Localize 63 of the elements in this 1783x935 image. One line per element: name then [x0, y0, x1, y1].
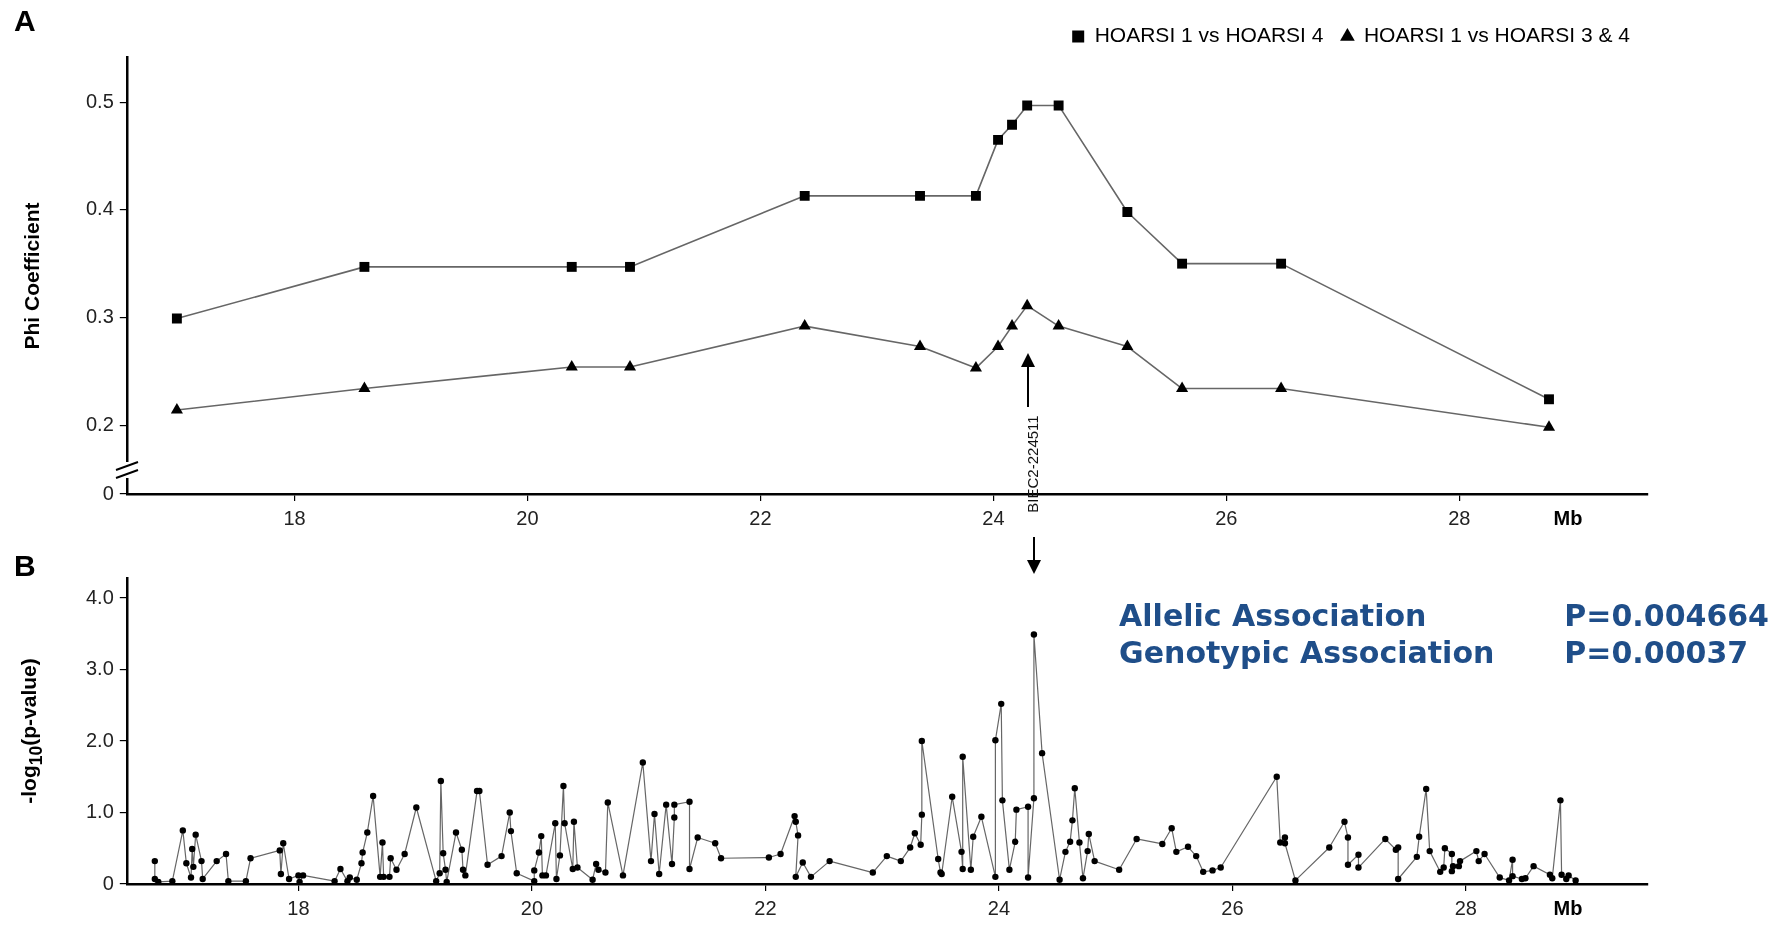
- point: [970, 190, 981, 201]
- annotation: P=0.004664: [1564, 598, 1769, 633]
- point: [1021, 298, 1034, 310]
- x-tick-label: 22: [749, 506, 772, 529]
- x-tick-label: 26: [1221, 896, 1244, 919]
- point: [565, 359, 578, 371]
- point: [799, 190, 810, 201]
- x-axis-title: Mb: [1553, 506, 1583, 529]
- x-tick-label: 28: [1454, 896, 1477, 919]
- annotation: P=0.00037: [1564, 635, 1750, 670]
- annotation: BIEC2-224511: [1024, 415, 1042, 513]
- y-tick-label: 0.2: [85, 412, 114, 435]
- x-tick-label: 24: [987, 896, 1011, 919]
- x-tick-label: 26: [1215, 506, 1238, 529]
- point: [1052, 319, 1065, 330]
- x-tick-label: 18: [283, 506, 306, 529]
- point: [1053, 100, 1064, 111]
- point: [1275, 381, 1288, 393]
- legend-label: HOARSI 1 vs HOARSI 3 & 4: [1363, 23, 1631, 47]
- x-tick-label: 24: [982, 506, 1005, 529]
- y-tick-label: 0.4: [85, 197, 114, 220]
- y-tick-label: 1.0: [85, 800, 114, 823]
- y-tick-label: 2.0: [85, 728, 114, 751]
- y-tick-label: 0: [102, 871, 114, 894]
- annotation: Genotypic Association: [1119, 635, 1495, 670]
- point: [993, 134, 1004, 145]
- point: [358, 381, 371, 393]
- y-tick-label: 3.0: [85, 657, 114, 680]
- point: [359, 261, 370, 272]
- point: [1007, 119, 1017, 130]
- y-tick-label: 4.0: [85, 585, 114, 608]
- y-axis-title: Phi Coefficient: [20, 201, 44, 350]
- y-tick-label: 0.3: [85, 304, 114, 327]
- legend-label: HOARSI 1 vs HOARSI 4: [1094, 23, 1324, 47]
- point: [170, 403, 183, 414]
- point: [1276, 258, 1287, 269]
- x-axis-title: Mb: [1553, 896, 1583, 919]
- point: [1022, 100, 1033, 111]
- x-tick-label: 20: [520, 896, 544, 919]
- point: [171, 313, 182, 324]
- x-tick-label: 20: [516, 506, 539, 529]
- y-tick-label: 0: [102, 481, 114, 504]
- point: [913, 339, 927, 351]
- point: [566, 261, 577, 272]
- point: [991, 339, 1005, 351]
- point: [1542, 420, 1556, 431]
- annotation: Allelic Association: [1119, 598, 1428, 633]
- point: [969, 361, 982, 372]
- x-tick-label: 22: [754, 896, 777, 919]
- point: [1544, 394, 1554, 405]
- point: [798, 319, 811, 330]
- point: [915, 190, 925, 201]
- x-tick-label: 18: [287, 896, 310, 919]
- point: [1177, 258, 1188, 269]
- point: [1122, 207, 1133, 217]
- point: [1121, 339, 1134, 351]
- point: [625, 261, 635, 272]
- point: [1005, 319, 1019, 330]
- x-tick-label: 28: [1448, 506, 1471, 529]
- point: [1176, 381, 1189, 393]
- chart-title: B: [14, 549, 36, 583]
- chart-title: A: [14, 4, 36, 38]
- y-tick-label: 0.5: [85, 89, 114, 112]
